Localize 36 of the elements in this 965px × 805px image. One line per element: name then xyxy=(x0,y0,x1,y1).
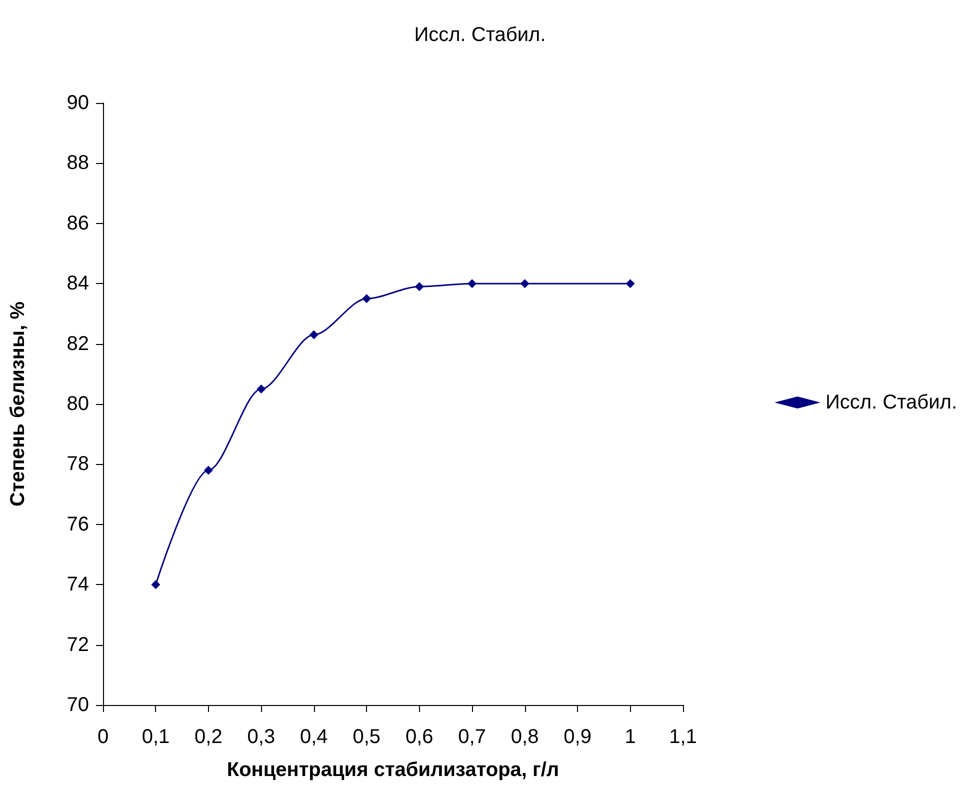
y-tick-label: 74 xyxy=(66,574,89,596)
y-tick-label: 76 xyxy=(66,513,89,536)
x-tick-label: 0 xyxy=(97,726,109,748)
point xyxy=(151,580,160,590)
x-tick-label: 0,5 xyxy=(352,726,381,748)
x-tick-label: 0,9 xyxy=(564,726,592,748)
x-tick-label: 0,1 xyxy=(142,726,170,748)
x-tick-label: 0,3 xyxy=(247,726,276,748)
y-tick-label: 90 xyxy=(66,92,89,114)
y-tick-label: 86 xyxy=(66,212,89,234)
x-tick-label: 1 xyxy=(624,726,636,748)
point xyxy=(256,384,266,394)
y-tick-label: 82 xyxy=(66,332,89,355)
x-tick-label: 0,8 xyxy=(510,726,539,748)
x-axis-title: Концентрация стабилизатора, г/л xyxy=(226,759,560,781)
y-tick-label: 80 xyxy=(66,393,89,415)
point xyxy=(204,466,213,475)
x-tick-label: 0,7 xyxy=(458,726,486,748)
x-tick-label: 0,4 xyxy=(300,726,328,748)
x-tick-label: 0,6 xyxy=(405,726,434,748)
x-tick-label: 1,1 xyxy=(669,726,697,748)
point xyxy=(520,279,530,288)
x-tick-label: 0,2 xyxy=(194,726,222,748)
y-tick-label: 72 xyxy=(66,634,89,656)
point xyxy=(414,282,424,292)
y-tick-label: 70 xyxy=(66,694,89,716)
point xyxy=(626,279,635,288)
chart-title: Иссл. Стабил. xyxy=(414,24,546,46)
y-axis-title: Степень белизны, % xyxy=(7,301,29,506)
point xyxy=(309,330,318,340)
legend-label: Иссл. Стабил. xyxy=(825,392,957,414)
point xyxy=(468,279,477,288)
y-tick-label: 88 xyxy=(66,152,89,174)
y-tick-label: 84 xyxy=(66,272,89,295)
y-tick-label: 78 xyxy=(66,453,89,476)
point xyxy=(362,294,372,304)
